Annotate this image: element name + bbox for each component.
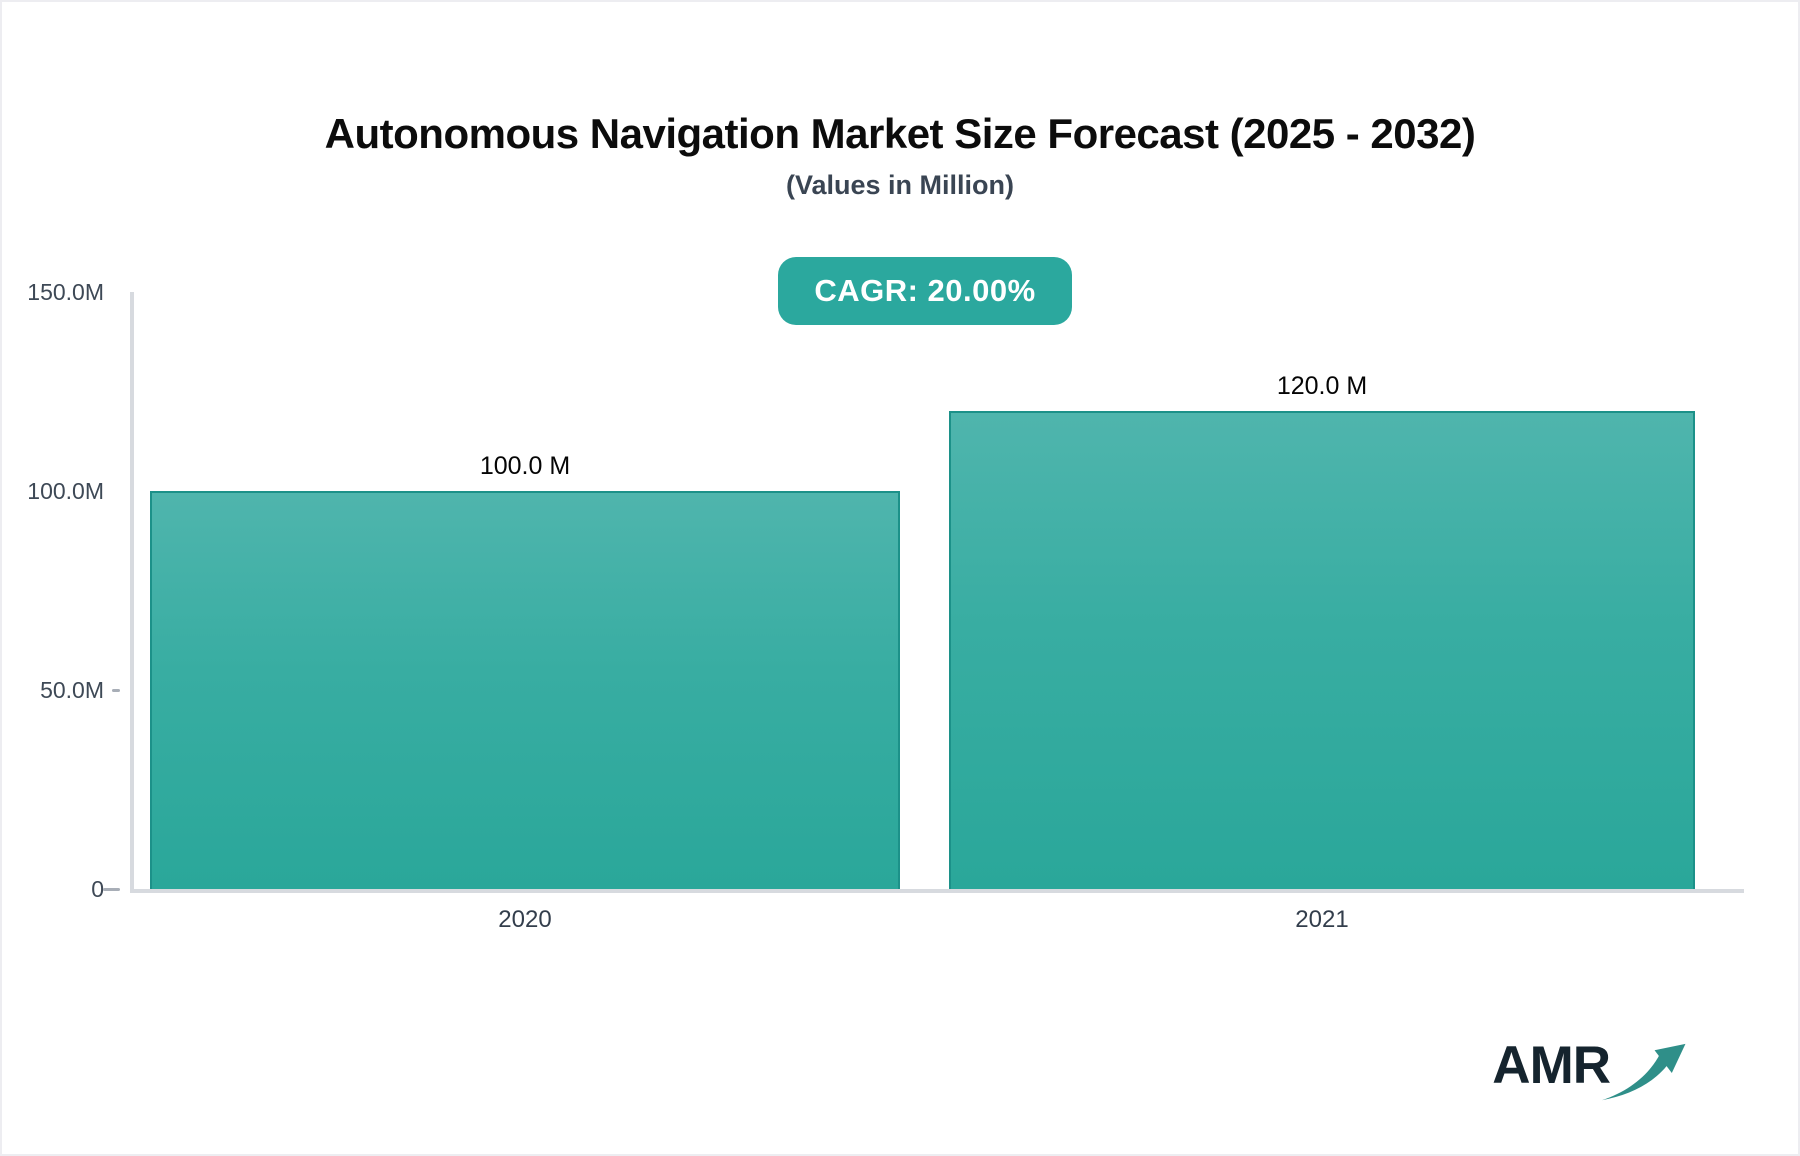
y-tick-mark (103, 888, 120, 891)
bar-value-label: 100.0 M (479, 452, 571, 480)
amr-logo-text: AMR (1492, 1036, 1611, 1095)
y-tick-label: 150.0M (27, 279, 104, 305)
chart-subtitle: (Values in Million) (785, 170, 1015, 200)
x-axis-label: 2020 (498, 906, 552, 933)
x-axis-label: 2021 (1295, 906, 1349, 933)
y-tick-label: 50.0M (40, 677, 104, 703)
bar-2020 (150, 491, 900, 889)
cagr-badge: CAGR: 20.00% (778, 257, 1072, 325)
trend-up-arrow-icon (1601, 1043, 1686, 1101)
y-tick-label: 100.0M (27, 478, 104, 504)
chart-title: Autonomous Navigation Market Size Foreca… (324, 110, 1476, 157)
amr-logo: AMR (1492, 1030, 1700, 1104)
bar-2021 (949, 411, 1695, 889)
y-axis-line (130, 292, 134, 893)
y-tick-label: 0 (91, 876, 104, 902)
plot-area: 150.0M 100.0M 50.0M 0 100.0 M 2020 120.0 M 202… (27, 279, 1744, 933)
y-tick-mark (112, 689, 120, 692)
bar-value-label: 120.0 M (1276, 372, 1368, 401)
x-axis-line (130, 889, 1744, 893)
